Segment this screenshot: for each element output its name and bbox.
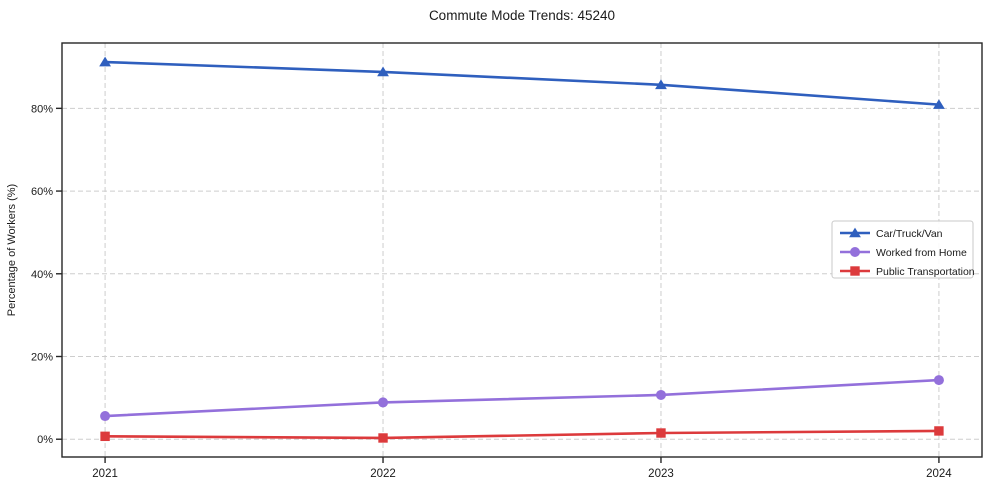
- x-tick-label: 2024: [926, 468, 952, 480]
- y-tick-label: 20%: [31, 351, 53, 363]
- series-line-worked-from-home: [103, 378, 941, 418]
- y-tick-label: 40%: [31, 269, 53, 281]
- y-tick-label: 80%: [31, 103, 53, 115]
- legend-label: Public Transportation: [876, 266, 975, 278]
- marker-public-transportation: [934, 426, 944, 436]
- series-car-truck-van: [99, 56, 945, 109]
- chart-title: Commute Mode Trends: 45240: [428, 8, 616, 23]
- legend-marker-public-transportation: [850, 266, 860, 276]
- legend-entry-car-truck-van: Car/Truck/Van: [840, 227, 943, 240]
- marker-worked-from-home: [655, 389, 666, 400]
- marker-worked-from-home: [933, 375, 944, 386]
- axes-layer: 0% 20% 40% 60% 80% 2021 2022 2023 2024 Percentage…: [6, 42, 983, 480]
- x-tick-label: 2021: [92, 468, 118, 480]
- grid-layer: [62, 43, 982, 457]
- marker-public-transportation: [378, 433, 388, 443]
- marker-worked-from-home: [100, 411, 111, 422]
- marker-car-truck-van: [99, 56, 111, 67]
- series-layer: [99, 56, 945, 443]
- plot-border: [61, 42, 983, 458]
- marker-public-transportation: [656, 428, 666, 438]
- legend-entry-worked-from-home: Worked from Home: [840, 247, 967, 259]
- y-axis-title: Percentage of Workers (%): [6, 184, 18, 316]
- x-tick-label: 2023: [648, 468, 674, 480]
- legend-box: [831, 220, 974, 279]
- y-tick-label: 60%: [31, 186, 53, 198]
- y-tick-label: 0%: [37, 434, 53, 446]
- legend-marker-car-truck-van: [849, 227, 861, 238]
- marker-car-truck-van: [377, 66, 389, 77]
- series-public-transportation: [100, 426, 944, 443]
- series-worked-from-home: [100, 375, 944, 422]
- x-tick-label: 2022: [370, 468, 396, 480]
- marker-public-transportation: [100, 431, 110, 442]
- marker-car-truck-van: [933, 99, 945, 109]
- legend-entry-public-transportation: Public Transportation: [840, 266, 975, 278]
- series-line-car-truck-van: [103, 60, 941, 106]
- marker-car-truck-van: [655, 79, 667, 90]
- legend-marker-worked-from-home: [850, 247, 860, 257]
- legend-label: Car/Truck/Van: [876, 228, 943, 240]
- legend: Car/Truck/Van Worked from Home Public Tran…: [831, 220, 975, 279]
- series-line-public-transportation: [103, 429, 941, 440]
- marker-worked-from-home: [378, 397, 389, 408]
- legend-label: Worked from Home: [876, 247, 967, 259]
